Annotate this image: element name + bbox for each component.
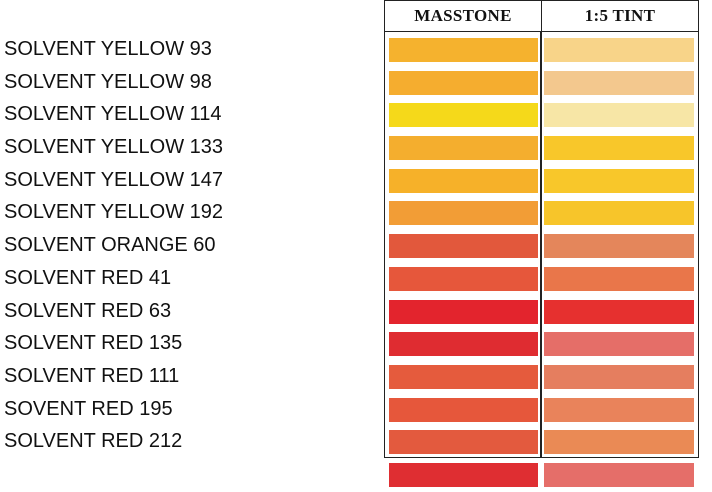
masstone-swatch (389, 462, 538, 487)
color-chart-page: SOLVENT YELLOW 93 SOLVENT YELLOW 98 SOLV… (4, 0, 699, 487)
swatch-row (385, 361, 698, 394)
dye-name: SOLVENT YELLOW 93 (4, 38, 212, 60)
swatch-table-header: MASSTONE 1:5 TINT (385, 0, 698, 32)
masstone-swatch (389, 364, 538, 389)
dye-name: SOLVENT YELLOW 147 (4, 168, 223, 191)
tint-swatch (544, 332, 694, 357)
masstone-swatch (389, 430, 538, 455)
masstone-swatch (389, 70, 538, 95)
tint-swatch (544, 168, 694, 193)
masstone-swatch (389, 103, 538, 128)
tint-swatch (544, 430, 694, 455)
swatch-rows (385, 34, 698, 492)
dye-name-list: SOLVENT YELLOW 93 SOLVENT YELLOW 98 SOLV… (4, 33, 374, 458)
swatch-row (385, 230, 698, 263)
tint-swatch (544, 364, 694, 389)
masstone-swatch (389, 168, 538, 193)
masstone-swatch (389, 332, 538, 357)
dye-name: SOLVENT YELLOW 192 (4, 201, 223, 224)
masstone-swatch (389, 397, 538, 422)
dye-name: SOLVENT RED 135 (4, 332, 183, 355)
tint-swatch (544, 70, 694, 95)
swatch-row (385, 99, 698, 132)
swatch-row (385, 328, 698, 361)
masstone-header: MASSTONE (385, 1, 542, 31)
tint-swatch (544, 38, 694, 62)
dye-name: SOLVENT RED 63 (4, 299, 172, 322)
dye-name: SOVENT RED 195 (4, 397, 173, 420)
tint-swatch (544, 462, 694, 487)
masstone-swatch (389, 234, 538, 259)
masstone-swatch (389, 299, 538, 324)
swatch-row (385, 459, 698, 492)
tint-swatch (544, 201, 694, 226)
swatch-row (385, 263, 698, 296)
tint-swatch (544, 103, 694, 128)
tint-swatch (544, 266, 694, 291)
swatch-row (385, 34, 698, 67)
swatch-row (385, 165, 698, 198)
swatch-table: MASSTONE 1:5 TINT (384, 0, 699, 487)
dye-name: SOLVENT YELLOW 133 (4, 136, 223, 159)
swatch-row (385, 197, 698, 230)
swatch-row (385, 296, 698, 329)
masstone-swatch (389, 266, 538, 291)
tint-swatch (544, 234, 694, 259)
tint-swatch (544, 397, 694, 422)
dye-name: SOLVENT RED 41 (4, 266, 172, 289)
dye-name: SOLVENT ORANGE 60 (4, 234, 216, 257)
swatch-row (385, 67, 698, 100)
column-divider (540, 32, 542, 457)
tint-swatch (544, 136, 694, 161)
dye-name: SOLVENT RED 111 (4, 364, 180, 387)
swatch-row (385, 394, 698, 427)
dye-name: SOLVENT YELLOW 114 (4, 103, 222, 126)
swatch-row (385, 426, 698, 459)
tint-swatch (544, 299, 694, 324)
tint-header: 1:5 TINT (584, 6, 656, 25)
swatch-row (385, 132, 698, 165)
masstone-swatch (389, 136, 538, 161)
masstone-swatch (389, 201, 538, 226)
dye-name: SOLVENT YELLOW 98 (4, 70, 212, 93)
dye-name: SOLVENT RED 212 (4, 430, 183, 453)
masstone-swatch (389, 38, 538, 62)
